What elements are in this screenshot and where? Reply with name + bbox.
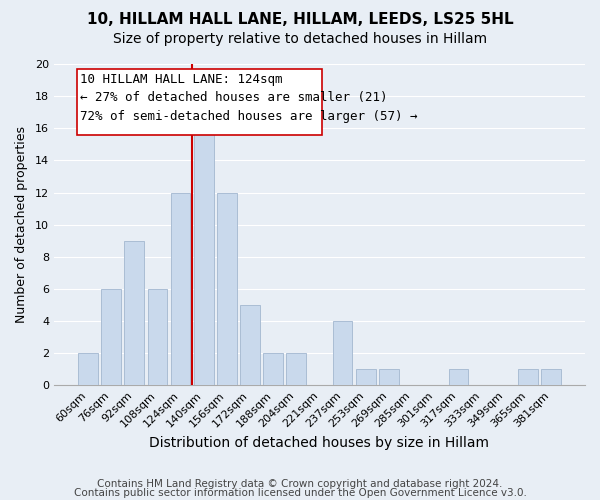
Bar [170,192,190,386]
Bar [124,240,144,386]
X-axis label: Distribution of detached houses by size in Hillam: Distribution of detached houses by size … [149,436,490,450]
Bar [263,353,283,386]
Bar [286,353,306,386]
Bar [101,289,121,386]
Bar [78,353,98,386]
FancyBboxPatch shape [77,69,322,134]
Text: Contains HM Land Registry data © Crown copyright and database right 2024.: Contains HM Land Registry data © Crown c… [97,479,503,489]
Text: Size of property relative to detached houses in Hillam: Size of property relative to detached ho… [113,32,487,46]
Bar [356,369,376,386]
Bar [449,369,468,386]
Bar [148,289,167,386]
Bar [240,305,260,386]
Bar [541,369,561,386]
Bar [379,369,399,386]
Y-axis label: Number of detached properties: Number of detached properties [15,126,28,323]
Text: Contains public sector information licensed under the Open Government Licence v3: Contains public sector information licen… [74,488,526,498]
Bar [194,128,214,386]
Bar [333,321,352,386]
Bar [518,369,538,386]
Text: 10, HILLAM HALL LANE, HILLAM, LEEDS, LS25 5HL: 10, HILLAM HALL LANE, HILLAM, LEEDS, LS2… [86,12,514,28]
Bar [217,192,236,386]
Text: 10 HILLAM HALL LANE: 124sqm
← 27% of detached houses are smaller (21)
72% of sem: 10 HILLAM HALL LANE: 124sqm ← 27% of det… [80,73,418,123]
